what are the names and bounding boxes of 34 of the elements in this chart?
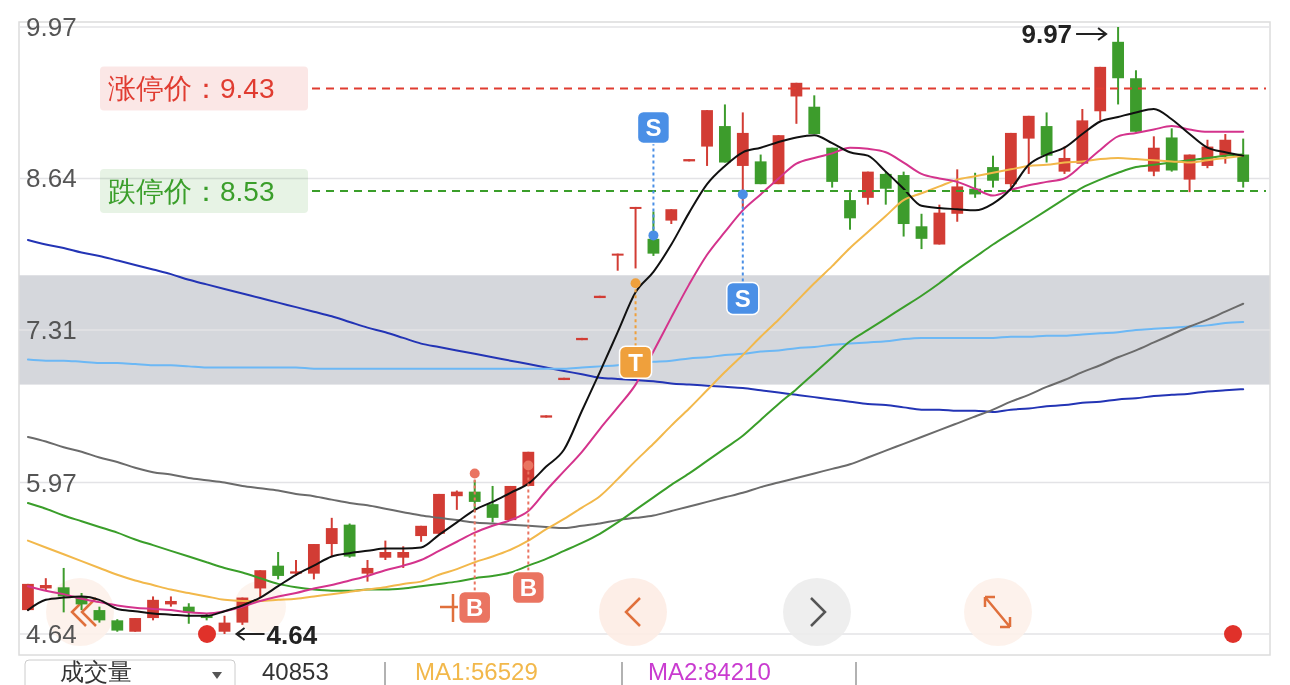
text: 成交量 — [60, 658, 132, 685]
candlestick — [879, 170, 892, 206]
annotation: 9.97 — [1021, 19, 1073, 49]
ref-line-label: 涨停价：9.43 — [108, 73, 275, 105]
annotation: B — [519, 574, 538, 602]
line-series — [26, 238, 1245, 413]
annotation: B — [466, 594, 484, 622]
candlestick — [218, 614, 231, 635]
candlestick — [844, 191, 856, 231]
candlestick — [486, 484, 499, 524]
y-tick-label: 4.64 — [26, 619, 77, 649]
candlestick — [754, 153, 767, 186]
y-tick-label: 5.97 — [26, 467, 77, 498]
candlestick — [325, 516, 338, 558]
ref-line-label: 跌停价：8.53 — [108, 175, 275, 207]
limit-price-tag: 跌停价：8.53 — [100, 169, 1267, 213]
text: MA2:84210 — [648, 658, 771, 685]
candlestick — [397, 545, 410, 569]
text: 40853 — [262, 658, 329, 685]
limit-price-tag: 涨停价：9.43 — [100, 66, 1267, 111]
y-tick-label: 9.97 — [26, 12, 77, 42]
y-tick-label: 8.64 — [26, 163, 77, 194]
annotation: 4.64 — [266, 620, 318, 650]
annotation: S — [645, 114, 662, 142]
annotation: S — [734, 285, 751, 313]
y-tick-label: 7.31 — [26, 314, 77, 345]
candlestick — [629, 205, 642, 270]
annotation: T — [628, 349, 644, 377]
candlestick — [915, 212, 928, 251]
text: MA1:56529 — [415, 658, 538, 685]
candlestick — [272, 551, 285, 581]
candlestick — [361, 558, 374, 583]
candlestick — [379, 539, 392, 561]
candlestick — [1022, 114, 1035, 175]
